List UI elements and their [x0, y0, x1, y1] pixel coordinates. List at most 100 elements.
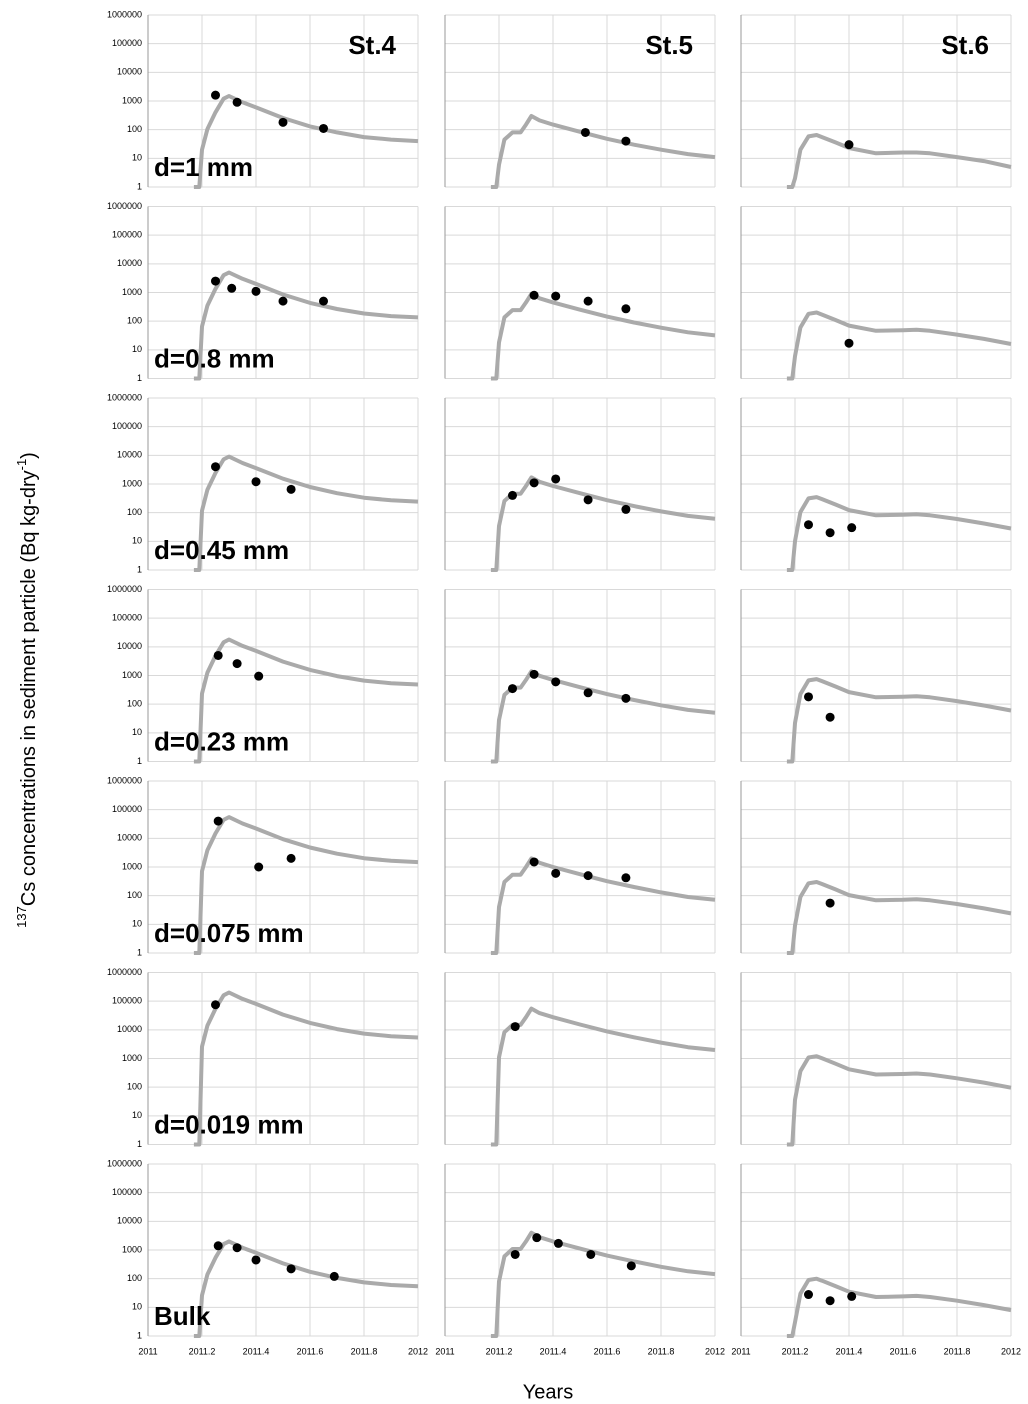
row-label: d=0.45 mm [154, 535, 289, 565]
y-tick-label: 1000 [122, 95, 142, 105]
observed-point [286, 484, 296, 494]
y-tick-label: 100 [127, 1273, 142, 1283]
y-tick-label: 10000 [117, 450, 142, 460]
observed-point [508, 684, 517, 694]
observed-point [286, 1264, 296, 1274]
observed-point [825, 1296, 835, 1306]
observed-point [583, 871, 593, 881]
observed-point [213, 650, 223, 660]
x-tick-label: 2011.4 [540, 1346, 567, 1356]
y-tick-label: 10 [132, 919, 142, 929]
observed-point [551, 868, 561, 878]
observed-point [211, 90, 220, 100]
y-tick-label: 10000 [117, 833, 142, 843]
observed-point [213, 816, 223, 826]
observed-point [825, 712, 835, 722]
observed-point [844, 140, 854, 150]
observed-point [844, 338, 854, 348]
y-tick-label: 100000 [112, 804, 142, 814]
model-line [786, 880, 1012, 955]
observed-point [286, 853, 296, 863]
model-line [490, 1006, 716, 1147]
model-line [193, 637, 419, 764]
model-line [193, 990, 419, 1147]
row-label: Bulk [154, 1301, 211, 1331]
y-tick-label: 1 [137, 181, 142, 191]
y-tick-label: 10000 [117, 641, 142, 651]
observed-point [254, 671, 264, 681]
observed-point [551, 474, 561, 484]
y-label-main: Cs concentrations in sediment particle (… [18, 470, 40, 906]
y-tick-label: 100 [127, 699, 142, 709]
y-tick-label: 10000 [117, 1024, 142, 1034]
observed-point [213, 1241, 223, 1251]
y-tick-label: 1 [137, 947, 142, 957]
x-tick-label: 2012 [705, 1346, 725, 1356]
model-line [786, 310, 1012, 381]
observed-point [529, 669, 539, 679]
y-tick-label: 1000 [122, 1244, 142, 1254]
y-tick-label: 100 [127, 507, 142, 517]
model-line [490, 1230, 716, 1338]
model-line [193, 270, 419, 381]
y-tick-label: 1000 [122, 670, 142, 680]
y-tick-label: 1000 [122, 861, 142, 871]
model-line [490, 114, 716, 189]
x-tick-label: 2011.6 [890, 1346, 917, 1356]
y-tick-label: 1000000 [107, 1158, 142, 1168]
y-tick-label: 100 [127, 890, 142, 900]
x-axis-label: Years [523, 1381, 573, 1403]
y-tick-label: 100000 [112, 613, 142, 623]
observed-point [847, 1291, 857, 1301]
observed-point [508, 490, 517, 500]
observed-point [583, 296, 593, 306]
y-tick-label: 1 [137, 1139, 142, 1149]
observed-point [825, 528, 835, 538]
x-tick-label: 2011.8 [351, 1346, 378, 1356]
x-tick-label: 2011.4 [836, 1346, 863, 1356]
y-tick-label: 1000000 [107, 967, 142, 977]
observed-point [621, 136, 631, 146]
observed-point [529, 478, 539, 488]
model-line [490, 475, 716, 572]
observed-point [251, 1255, 261, 1265]
y-tick-label: 10000 [117, 258, 142, 268]
y-tick-label: 10 [132, 153, 142, 163]
observed-point [621, 304, 631, 314]
x-tick-label: 2012 [1001, 1346, 1021, 1356]
y-tick-label: 1 [137, 564, 142, 574]
row-label: d=0.019 mm [154, 1109, 304, 1139]
x-tick-label: 2011.2 [782, 1346, 809, 1356]
model-line [786, 495, 1012, 572]
observed-point [251, 477, 261, 487]
y-tick-label: 1 [137, 756, 142, 766]
observed-point [319, 296, 328, 306]
model-line [490, 669, 716, 764]
observed-point [227, 283, 237, 293]
observed-point [329, 1271, 339, 1281]
observed-point [529, 290, 539, 300]
model-line [193, 94, 419, 189]
x-tick-label: 2011 [138, 1346, 157, 1356]
x-tick-label: 2011 [731, 1346, 750, 1356]
observed-point [583, 495, 593, 505]
y-label-sup: -1 [14, 459, 29, 471]
x-tick-label: 2011 [435, 1346, 454, 1356]
observed-point [211, 462, 220, 472]
y-tick-label: 10000 [117, 67, 142, 77]
observed-point [510, 1022, 520, 1032]
x-tick-label: 2011.2 [486, 1346, 513, 1356]
x-tick-label: 2011.2 [189, 1346, 216, 1356]
observed-point [211, 1000, 220, 1010]
observed-point [580, 127, 590, 137]
y-tick-label: 1000 [122, 287, 142, 297]
y-tick-label: 1000000 [107, 584, 142, 594]
y-tick-label: 100000 [112, 38, 142, 48]
observed-point [621, 693, 631, 703]
observed-point [551, 291, 561, 301]
y-tick-label: 10 [132, 1110, 142, 1120]
panel-title: St.6 [941, 30, 989, 60]
observed-point [804, 520, 813, 530]
y-tick-label: 10 [132, 344, 142, 354]
